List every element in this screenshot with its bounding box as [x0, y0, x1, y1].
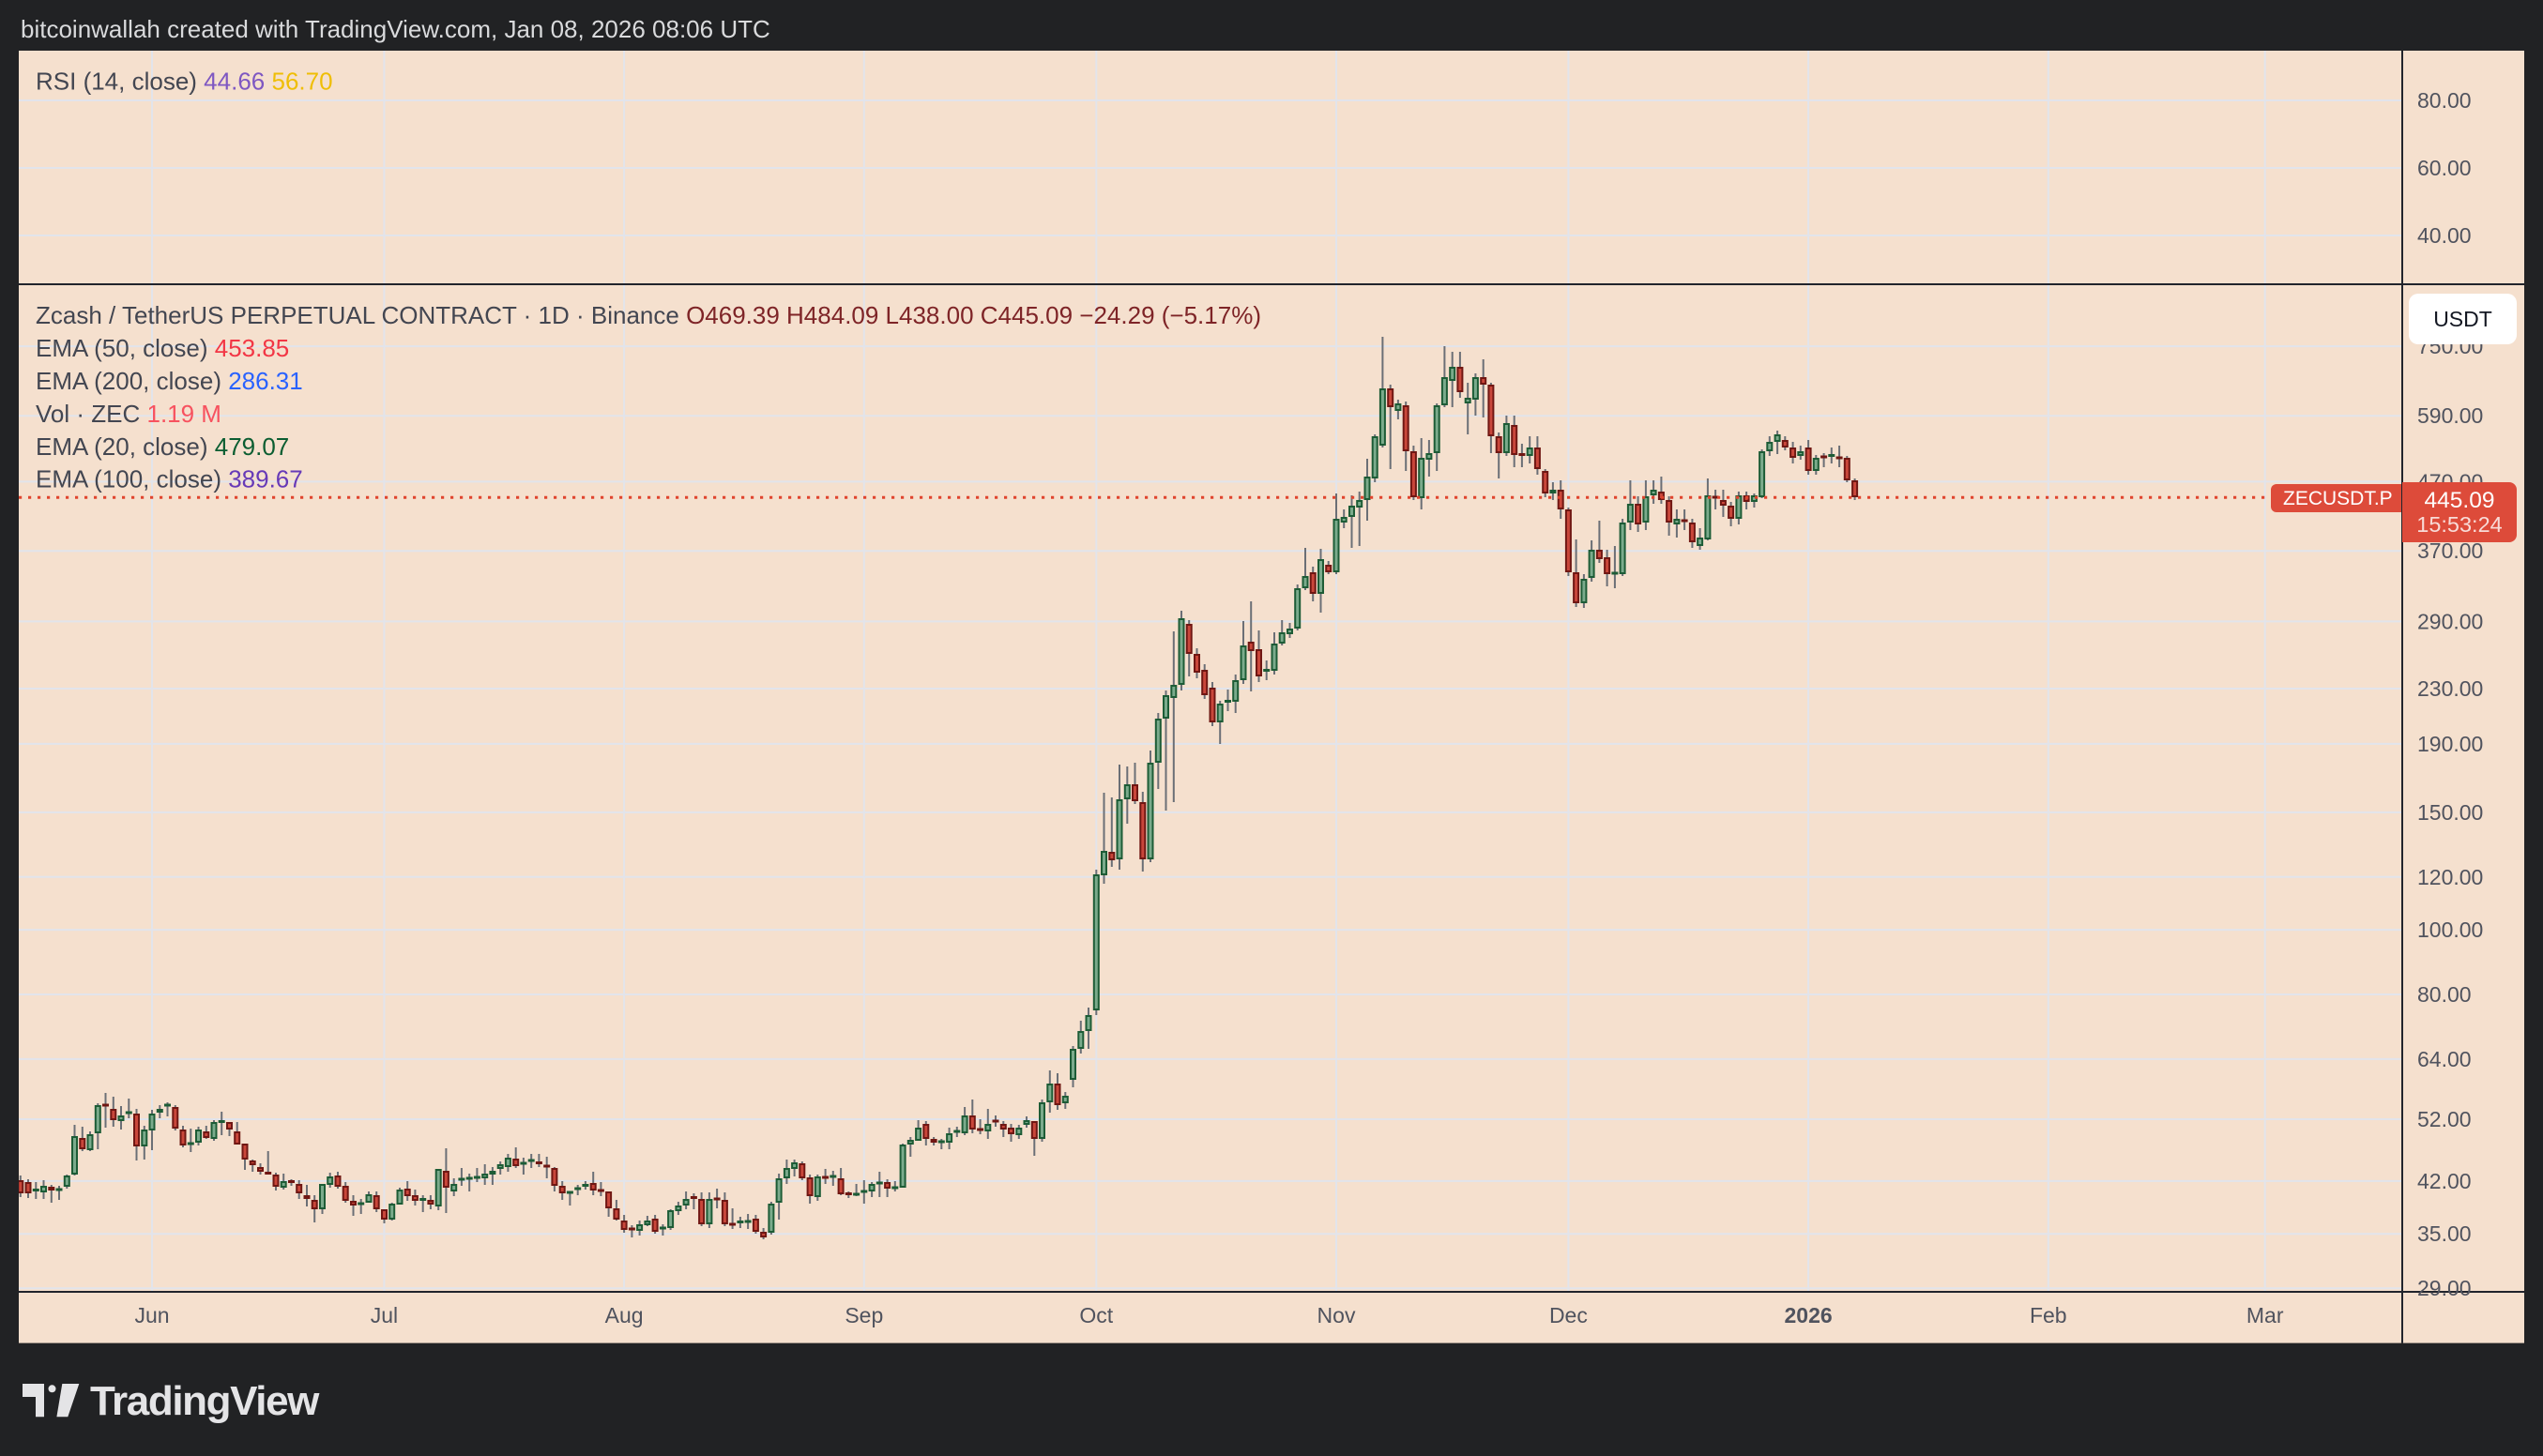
svg-text:290.00: 290.00	[2417, 609, 2483, 633]
svg-text:Feb: Feb	[2030, 1303, 2067, 1327]
svg-text:370.00: 370.00	[2417, 538, 2483, 563]
svg-text:445.09: 445.09	[2425, 488, 2495, 513]
svg-text:USDT: USDT	[2433, 307, 2492, 331]
svg-text:Nov: Nov	[1317, 1303, 1356, 1327]
svg-text:64.00: 64.00	[2417, 1047, 2472, 1071]
svg-text:80.00: 80.00	[2417, 982, 2472, 1007]
svg-text:Jul: Jul	[371, 1303, 398, 1327]
svg-text:Mar: Mar	[2246, 1303, 2284, 1327]
svg-text:35.00: 35.00	[2417, 1221, 2472, 1246]
svg-text:Sep: Sep	[845, 1303, 883, 1327]
svg-text:100.00: 100.00	[2417, 918, 2483, 942]
svg-text:590.00: 590.00	[2417, 403, 2483, 428]
svg-text:Jun: Jun	[134, 1303, 169, 1327]
svg-text:Zcash / TetherUS PERPETUAL CON: Zcash / TetherUS PERPETUAL CONTRACT · 1D…	[36, 301, 1261, 329]
svg-text:Dec: Dec	[1549, 1303, 1588, 1327]
svg-text:60.00: 60.00	[2417, 156, 2472, 180]
svg-text:52.00: 52.00	[2417, 1107, 2472, 1131]
svg-text:190.00: 190.00	[2417, 732, 2483, 756]
svg-text:Vol · ZEC 1.19 M: Vol · ZEC 1.19 M	[36, 400, 221, 428]
svg-text:EMA (200, close) 286.31: EMA (200, close) 286.31	[36, 367, 303, 395]
svg-text:RSI (14, close) 44.66 56.70: RSI (14, close) 44.66 56.70	[36, 68, 333, 96]
svg-text:40.00: 40.00	[2417, 223, 2472, 248]
svg-text:80.00: 80.00	[2417, 88, 2472, 113]
svg-text:2026: 2026	[1785, 1303, 1833, 1327]
svg-text:TradingView: TradingView	[90, 1378, 320, 1424]
svg-text:Oct: Oct	[1079, 1303, 1113, 1327]
svg-text:120.00: 120.00	[2417, 865, 2483, 889]
svg-text:230.00: 230.00	[2417, 676, 2483, 701]
svg-text:ZECUSDT.P: ZECUSDT.P	[2283, 488, 2393, 509]
svg-text:Aug: Aug	[605, 1303, 644, 1327]
svg-text:150.00: 150.00	[2417, 800, 2483, 825]
svg-text:EMA (50, close) 453.85: EMA (50, close) 453.85	[36, 334, 289, 362]
svg-text:EMA (100, close) 389.67: EMA (100, close) 389.67	[36, 465, 303, 493]
svg-text:bitcoinwallah created with Tra: bitcoinwallah created with TradingView.c…	[21, 15, 770, 43]
svg-text:15:53:24: 15:53:24	[2416, 512, 2502, 537]
svg-text:EMA (20, close) 479.07: EMA (20, close) 479.07	[36, 432, 289, 461]
svg-text:29.00: 29.00	[2417, 1276, 2472, 1300]
svg-text:42.00: 42.00	[2417, 1169, 2472, 1193]
